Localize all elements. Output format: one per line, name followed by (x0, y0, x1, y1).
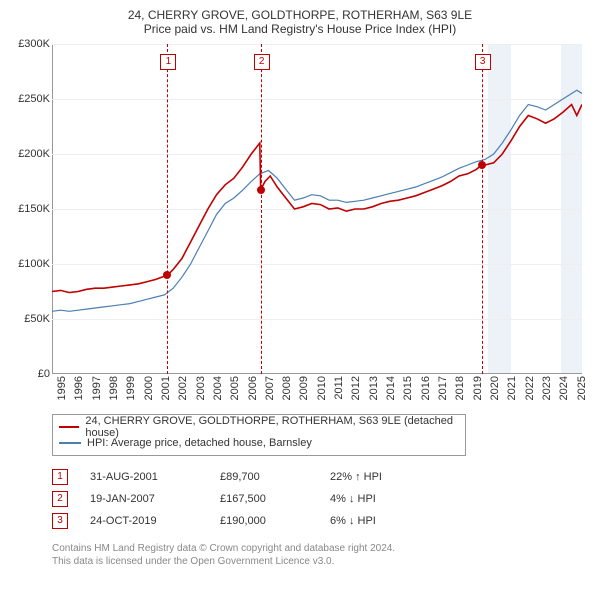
attribution-line: This data is licensed under the Open Gov… (52, 555, 590, 568)
sale-price: £190,000 (220, 515, 330, 527)
event-point (257, 186, 265, 194)
x-axis-label: 2024 (558, 376, 570, 400)
x-axis-label: 2021 (506, 376, 518, 400)
sales-table: 1 31-AUG-2001 £89,700 22% ↑ HPI 2 19-JAN… (52, 466, 590, 532)
event-marker: 3 (475, 54, 491, 70)
attribution: Contains HM Land Registry data © Crown c… (52, 542, 590, 568)
sale-index-badge: 3 (52, 513, 68, 529)
event-point (478, 161, 486, 169)
sale-delta: 22% ↑ HPI (330, 471, 440, 483)
legend: 24, CHERRY GROVE, GOLDTHORPE, ROTHERHAM,… (52, 414, 466, 456)
x-axis-label: 2010 (316, 376, 328, 400)
chart: 1 2 3 £0 £50K £100K £150K £200K £250K £300K 1995 1… (10, 40, 590, 410)
x-axis-label: 1999 (125, 376, 137, 400)
plot-area: 1 2 3 (52, 44, 582, 374)
y-axis-label: £50K (10, 313, 50, 325)
y-axis-label: £150K (10, 203, 50, 215)
x-axis-label: 2001 (160, 376, 172, 400)
x-axis-label: 2011 (333, 376, 345, 400)
legend-item: 24, CHERRY GROVE, GOLDTHORPE, ROTHERHAM,… (59, 419, 459, 435)
x-axis-label: 2016 (420, 376, 432, 400)
sale-date: 31-AUG-2001 (90, 471, 220, 483)
x-axis-label: 2002 (177, 376, 189, 400)
x-axis-label: 2000 (143, 376, 155, 400)
sale-index-badge: 2 (52, 491, 68, 507)
x-axis-label: 2009 (298, 376, 310, 400)
sale-row: 3 24-OCT-2019 £190,000 6% ↓ HPI (52, 510, 590, 532)
series-layer (52, 44, 582, 374)
x-axis-label: 1995 (56, 376, 68, 400)
y-axis-label: £200K (10, 148, 50, 160)
x-axis-label: 2018 (454, 376, 466, 400)
sale-row: 2 19-JAN-2007 £167,500 4% ↓ HPI (52, 488, 590, 510)
x-axis-label: 2017 (437, 376, 449, 400)
x-axis-label: 2012 (350, 376, 362, 400)
x-axis-label: 2023 (541, 376, 553, 400)
x-axis-label: 2025 (576, 376, 588, 400)
sale-row: 1 31-AUG-2001 £89,700 22% ↑ HPI (52, 466, 590, 488)
sale-index-badge: 1 (52, 469, 68, 485)
x-axis-label: 1996 (73, 376, 85, 400)
event-point (163, 271, 171, 279)
event-marker: 1 (160, 54, 176, 70)
x-axis-label: 2020 (489, 376, 501, 400)
event-marker: 2 (254, 54, 270, 70)
legend-swatch (59, 426, 79, 428)
sale-date: 24-OCT-2019 (90, 515, 220, 527)
series-line (52, 105, 582, 293)
x-axis-label: 2005 (229, 376, 241, 400)
event-line (482, 44, 483, 374)
y-axis-label: £300K (10, 38, 50, 50)
y-axis-label: £0 (10, 368, 50, 380)
chart-page: 24, CHERRY GROVE, GOLDTHORPE, ROTHERHAM,… (0, 0, 600, 590)
sale-price: £167,500 (220, 493, 330, 505)
x-axis-label: 2019 (472, 376, 484, 400)
y-axis-label: £250K (10, 93, 50, 105)
title-main: 24, CHERRY GROVE, GOLDTHORPE, ROTHERHAM,… (10, 8, 590, 22)
series-line (52, 90, 582, 311)
x-axis-label: 2008 (281, 376, 293, 400)
sale-delta: 6% ↓ HPI (330, 515, 440, 527)
x-axis-label: 2013 (368, 376, 380, 400)
legend-label: HPI: Average price, detached house, Barn… (87, 437, 312, 449)
x-axis-label: 1997 (91, 376, 103, 400)
x-axis-label: 2004 (212, 376, 224, 400)
event-line (261, 44, 262, 374)
sale-date: 19-JAN-2007 (90, 493, 220, 505)
title-sub: Price paid vs. HM Land Registry's House … (10, 22, 590, 36)
legend-swatch (59, 442, 81, 444)
x-axis-label: 2006 (247, 376, 259, 400)
x-axis-label: 2003 (195, 376, 207, 400)
attribution-line: Contains HM Land Registry data © Crown c… (52, 542, 590, 555)
x-axis-label: 2014 (385, 376, 397, 400)
legend-label: 24, CHERRY GROVE, GOLDTHORPE, ROTHERHAM,… (85, 415, 459, 439)
sale-price: £89,700 (220, 471, 330, 483)
titles: 24, CHERRY GROVE, GOLDTHORPE, ROTHERHAM,… (10, 8, 590, 36)
sale-delta: 4% ↓ HPI (330, 493, 440, 505)
x-axis-label: 1998 (108, 376, 120, 400)
x-axis-label: 2015 (402, 376, 414, 400)
event-line (167, 44, 168, 374)
x-axis-label: 2007 (264, 376, 276, 400)
x-axis-label: 2022 (524, 376, 536, 400)
y-axis-label: £100K (10, 258, 50, 270)
